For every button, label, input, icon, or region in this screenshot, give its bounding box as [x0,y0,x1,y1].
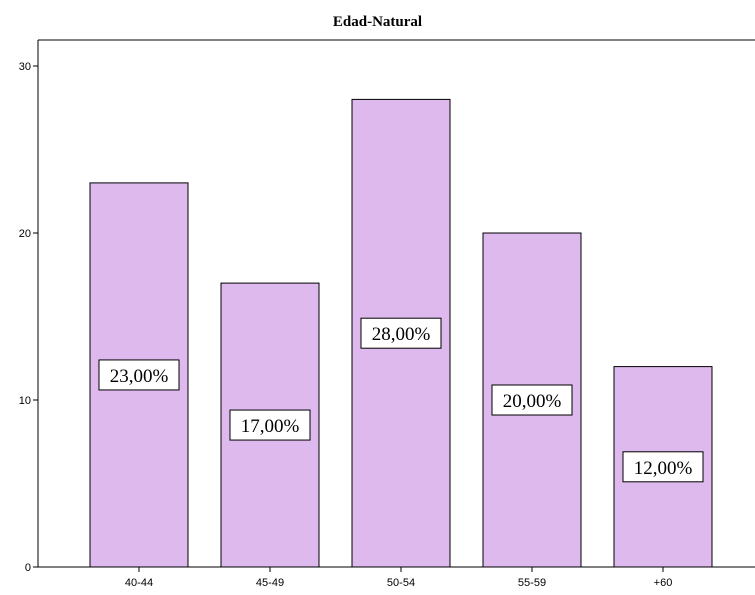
y-tick-label: 0 [25,562,31,574]
data-label-box [491,384,573,416]
data-label-text: 17,00% [241,416,300,437]
data-label: 20,00% [491,384,573,416]
data-label-text: 12,00% [634,458,693,479]
data-labels-group: 23,00% 17,00% 28,00% 20,00% 12,00% [98,317,704,483]
data-label-box [229,409,311,441]
data-label: 12,00% [622,451,704,483]
data-label-text: 20,00% [503,391,562,412]
y-axis: 0 10 20 30 [19,61,38,574]
x-tick-label: +60 [654,577,673,589]
data-label: 23,00% [98,359,180,391]
y-tick-label: 10 [19,395,31,407]
x-axis: 40-44 45-49 50-54 55-59 +60 [125,567,672,589]
x-tick-label: 40-44 [125,577,153,589]
x-tick-label: 50-54 [387,577,415,589]
data-label: 17,00% [229,409,311,441]
chart-title: Edad-Natural [332,14,423,30]
data-label: 28,00% [360,317,442,349]
y-tick-label: 30 [19,61,31,73]
x-tick-label: 55-59 [518,577,546,589]
data-label-box [622,451,704,483]
data-label-box [98,359,180,391]
data-label-box [360,317,442,349]
y-tick-label: 20 [19,228,31,240]
x-tick-label: 45-49 [256,577,284,589]
data-label-text: 28,00% [372,324,431,345]
data-label-text: 23,00% [110,366,169,387]
